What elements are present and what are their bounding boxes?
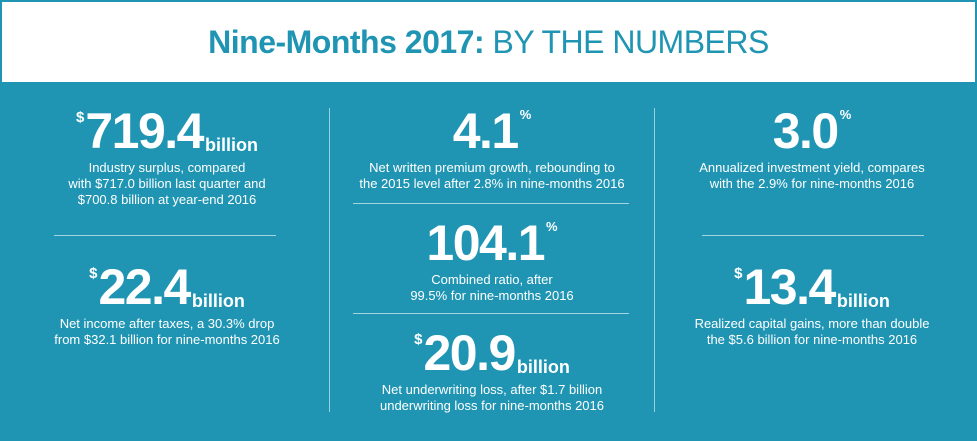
desc-line: the 2015 level after 2.8% in nine-months… [359,176,625,191]
stat-value: 104.1 [426,215,545,271]
percent-symbol: % [519,107,532,122]
desc-line: Net income after taxes, a 30.3% drop [59,316,275,331]
column-divider-left [329,108,330,412]
desc-line: from $32.1 billion for nine-months 2016 [54,332,280,347]
stat-description: Annualized investment yield, compares wi… [667,160,957,192]
currency-symbol: $ [734,265,743,282]
currency-symbol: $ [76,109,85,126]
stat-capital-gains: $ 13.4 billion Realized capital gains, m… [667,262,957,348]
stat-description: Net written premium growth, rebounding t… [342,160,642,192]
stat-premium-growth: 4.1 % Net written premium growth, reboun… [342,106,642,192]
stat-description: Net income after taxes, a 30.3% drop fro… [22,316,312,348]
stat-investment-yield: 3.0 % Annualized investment yield, compa… [667,106,957,192]
currency-symbol: $ [414,331,423,348]
stat-combined-ratio: 104.1 % Combined ratio, after 99.5% for … [342,218,642,304]
row-divider-middle-top [353,203,629,204]
stats-panel: $ 719.4 billion Industry surplus, compar… [2,82,975,439]
desc-line: Realized capital gains, more than double [694,316,930,331]
stat-value: 719.4 [85,103,204,159]
stat-unit: billion [204,135,258,155]
desc-line: Industry surplus, compared [88,160,246,175]
stat-value: 13.4 [743,259,837,315]
desc-line: Net written premium growth, rebounding t… [369,160,615,175]
percent-symbol: % [839,107,852,122]
row-divider-middle-bottom [353,313,629,314]
stat-unit: billion [191,291,245,311]
desc-line: $700.8 billion at year-end 2016 [77,192,257,207]
stat-description: Combined ratio, after 99.5% for nine-mon… [342,272,642,304]
currency-symbol: $ [89,265,98,282]
stat-description: Net underwriting loss, after $1.7 billio… [342,382,642,414]
desc-line: Annualized investment yield, compares [699,160,925,175]
column-divider-right [654,108,655,412]
stat-value: 20.9 [423,325,517,381]
stat-unit: billion [516,357,570,377]
desc-line: Combined ratio, after [431,272,553,287]
title-bold: Nine-Months 2017: [208,23,485,60]
desc-line: the $5.6 billion for nine-months 2016 [706,332,918,347]
desc-line: underwriting loss for nine-months 2016 [379,398,604,413]
desc-line: 99.5% for nine-months 2016 [410,288,574,303]
stat-value: 4.1 [452,103,520,159]
page-title: Nine-Months 2017: BY THE NUMBERS [208,24,769,61]
desc-line: with $717.0 billion last quarter and [68,176,266,191]
row-divider-left [54,235,276,236]
percent-symbol: % [546,219,558,234]
desc-line: Net underwriting loss, after $1.7 billio… [381,382,603,397]
title-light: BY THE NUMBERS [492,23,770,60]
header-banner: Nine-Months 2017: BY THE NUMBERS [2,2,975,82]
desc-line: with the 2.9% for nine-months 2016 [709,176,915,191]
stat-net-income: $ 22.4 billion Net income after taxes, a… [22,262,312,348]
stat-description: Industry surplus, compared with $717.0 b… [32,160,302,208]
stat-underwriting-loss: $ 20.9 billion Net underwriting loss, af… [342,328,642,414]
row-divider-right [702,235,924,236]
stat-description: Realized capital gains, more than double… [667,316,957,348]
stat-surplus: $ 719.4 billion Industry surplus, compar… [32,106,302,208]
stat-unit: billion [836,291,890,311]
stat-value: 3.0 [772,103,840,159]
stat-value: 22.4 [98,259,192,315]
